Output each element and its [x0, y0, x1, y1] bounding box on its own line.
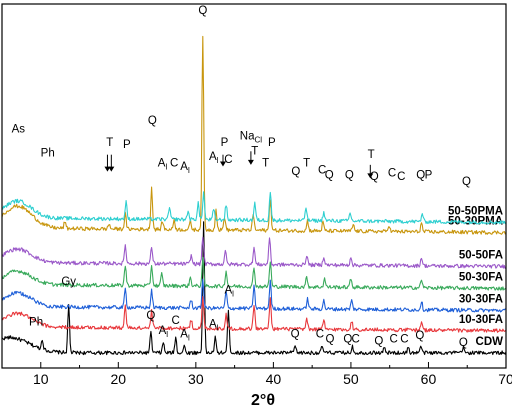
peak-label-subscript: l — [188, 334, 190, 343]
peak-arrow-head — [108, 166, 115, 172]
x-tick-label: 10 — [33, 371, 49, 387]
peak-label-subscript: l — [166, 330, 168, 339]
peak-label: C — [172, 315, 180, 327]
peak-label: C — [318, 164, 326, 176]
peak-label: T — [251, 146, 258, 158]
peak-label: Q — [416, 169, 425, 181]
series-label-30-30fa: 30-30FA — [459, 293, 503, 305]
series-layer: CDW10-30FA30-30FA50-30FA50-50FA50-30PMA5… — [1, 35, 507, 356]
peak-label: Ph — [41, 147, 55, 159]
peak-label: Al — [180, 329, 190, 343]
peak-label: Q — [370, 171, 379, 183]
series-line-cdw — [1, 221, 507, 356]
peak-label: Ph — [29, 317, 43, 329]
x-tick-label: 60 — [421, 371, 437, 387]
peak-label: P — [425, 169, 433, 181]
peak-label: Al — [224, 285, 234, 299]
x-axis-title: 2°θ — [251, 392, 275, 409]
peak-label: Al — [158, 158, 168, 172]
peak-label: Al — [209, 151, 219, 165]
x-tick-label: 50 — [343, 371, 359, 387]
series-line-10-30fa — [1, 296, 507, 333]
peak-label: P — [221, 137, 229, 149]
peak-label-subscript: l — [217, 323, 219, 332]
x-tick-label: 20 — [111, 371, 127, 387]
peak-label: Al — [209, 318, 219, 332]
peak-label-subscript: Cl — [254, 135, 262, 144]
peak-label: T — [262, 158, 269, 170]
peak-label: Q — [343, 334, 352, 346]
peak-label: T — [368, 149, 375, 161]
series-line-50-30fa — [1, 256, 507, 291]
series-label-50-30fa: 50-30FA — [459, 271, 503, 283]
peak-label: Q — [148, 115, 157, 127]
peak-arrow-head — [367, 173, 374, 179]
series-label-cdw: CDW — [476, 336, 504, 348]
series-label-10-30fa: 10-30FA — [459, 314, 503, 326]
series-line-50-50pma — [1, 191, 507, 225]
peak-label-subscript: l — [232, 290, 234, 299]
peak-label-subscript: l — [165, 163, 167, 172]
axis-layer: 10 20 30 40 50 60 70 — [1, 3, 512, 387]
peak-label: As — [12, 124, 26, 136]
series-line-50-50fa — [1, 236, 507, 269]
peak-label: C — [170, 158, 178, 170]
peak-label: C — [400, 334, 408, 346]
peak-label: Q — [374, 335, 383, 347]
peak-label: Gy — [61, 276, 76, 288]
series-label-50-50fa: 50-50FA — [459, 249, 503, 261]
peak-label: Q — [326, 334, 335, 346]
peak-arrow-head — [104, 166, 111, 172]
series-label-50-50pma: 50-50PMA — [448, 205, 503, 217]
peak-label: Al — [180, 161, 190, 175]
peak-label-subscript: l — [217, 156, 219, 165]
x-tick-label: 40 — [266, 371, 282, 387]
series-line-30-30fa — [1, 278, 507, 313]
peak-label: Q — [345, 169, 354, 181]
peak-label: C — [389, 334, 397, 346]
peak-label: P — [123, 139, 131, 151]
peak-label: C — [397, 171, 405, 183]
peak-label: T — [303, 158, 310, 170]
peak-label: Q — [146, 310, 155, 322]
peak-label: Q — [415, 330, 424, 342]
plot-frame — [1, 3, 507, 369]
peak-label: Q — [459, 337, 468, 349]
peak-label: P — [268, 137, 276, 149]
peak-label: C — [351, 334, 359, 346]
series-line-50-30pma — [1, 35, 507, 235]
peak-label: Q — [291, 329, 300, 341]
peak-label: C — [316, 329, 324, 341]
peak-arrow-head — [247, 159, 254, 165]
peak-label: T — [106, 137, 113, 149]
peak-label: C — [224, 154, 232, 166]
peak-label: C — [388, 168, 396, 180]
x-tick-label: 70 — [498, 371, 512, 387]
peak-label: Q — [198, 5, 207, 17]
peak-label-subscript: l — [188, 166, 190, 175]
x-tick-label: 30 — [188, 371, 204, 387]
peak-arrow-head — [219, 161, 226, 167]
peak-label: Al — [159, 325, 169, 339]
peak-label: Q — [462, 176, 471, 188]
peak-label: Q — [325, 169, 334, 181]
peak-label: Q — [291, 166, 300, 178]
